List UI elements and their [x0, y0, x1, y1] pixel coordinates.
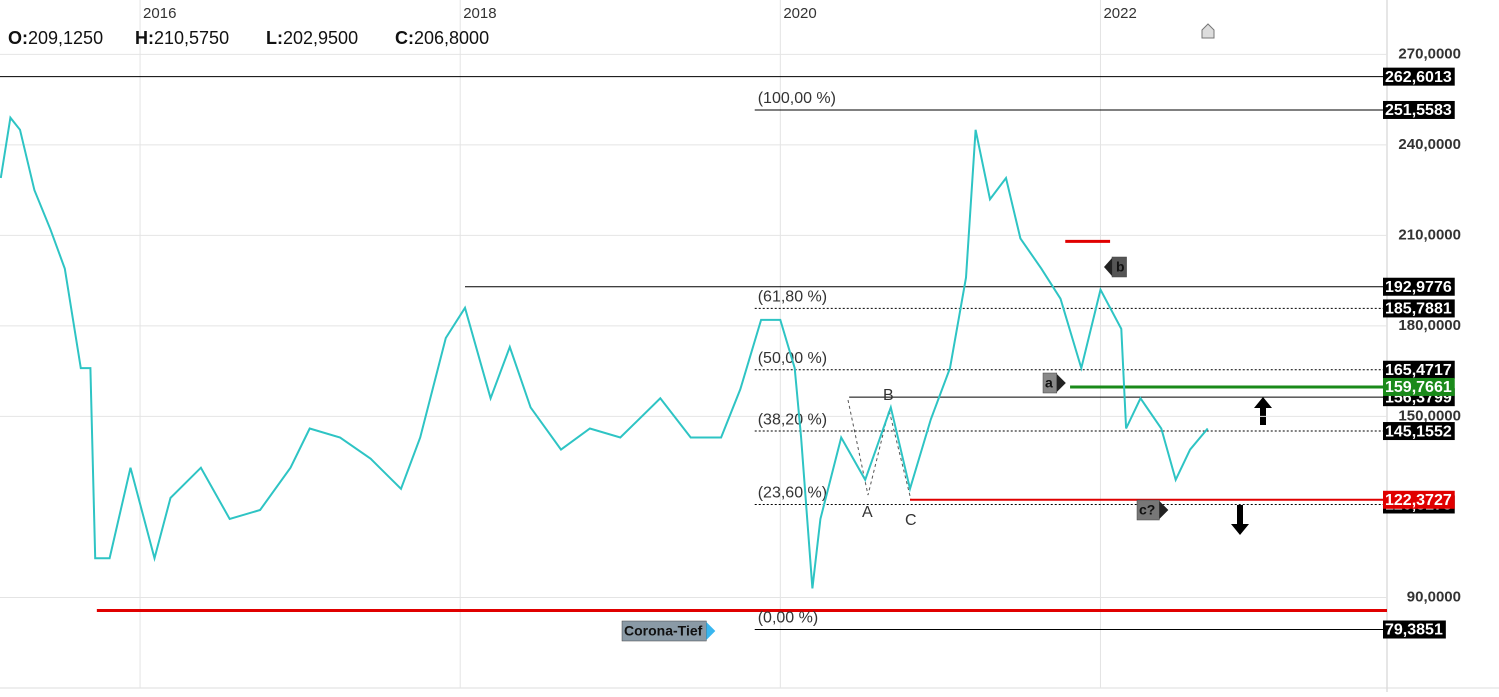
ohlc-text: C:206,8000: [395, 28, 489, 48]
level-value-label: 185,7881: [1385, 301, 1452, 318]
ohlc-key: H:: [135, 28, 154, 48]
annotation-text: B: [883, 387, 894, 404]
x-tick-label: 2020: [783, 5, 816, 22]
level-box-bg: [1383, 100, 1455, 119]
fib-label: (0,00 %): [758, 610, 818, 627]
level-value-box: 192,9776: [1383, 277, 1455, 296]
level-value-box: 145,1552: [1383, 422, 1455, 440]
ohlc-key: O:: [8, 28, 28, 48]
fib-label: (38,20 %): [758, 411, 827, 428]
y-tick-label: 240,0000: [1398, 136, 1461, 153]
level-box-bg: [1383, 67, 1455, 86]
ohlc-text: O:209,1250: [8, 28, 103, 48]
arrow-up: [1254, 397, 1272, 425]
grid: [0, 0, 1387, 688]
ohlc-value: 210,5750: [154, 28, 229, 48]
level-box-bg: [1383, 377, 1455, 396]
level-box-bg: [1383, 620, 1446, 639]
level-box-bg: [1383, 490, 1455, 509]
tag-arrow: [1056, 374, 1066, 392]
annotation-tag: b: [1104, 256, 1127, 278]
ohlc-text: H:210,5750: [135, 28, 229, 48]
level-value-box: 251,5583: [1383, 100, 1455, 119]
ohlc-text: L:202,9500: [266, 28, 358, 48]
home-icon[interactable]: [1201, 23, 1215, 39]
level-value-label: 79,3851: [1385, 622, 1443, 639]
annotation-text: c?: [1139, 502, 1155, 518]
tag-arrow: [1159, 501, 1169, 519]
level-value-box: 122,3727: [1383, 490, 1455, 509]
level-value-box: 159,7661: [1383, 377, 1455, 396]
annotation-text: A: [862, 504, 873, 521]
ohlc-value: 206,8000: [414, 28, 489, 48]
level-value-label: 165,4717: [1385, 362, 1452, 379]
abc-path: [847, 399, 912, 501]
level-value-label: 122,3727: [1385, 492, 1452, 509]
annotation-tag: a: [1042, 372, 1066, 394]
level-box-bg: [1383, 277, 1455, 296]
level-box-bg: [1383, 299, 1455, 318]
ohlc-value: 202,9500: [283, 28, 358, 48]
level-value-label: 192,9776: [1385, 279, 1452, 296]
annotation-text: a: [1045, 375, 1053, 391]
ohlc-value: 209,1250: [28, 28, 103, 48]
level-value-box: 165,4717: [1383, 360, 1455, 379]
annotation-text: Corona-Tief: [624, 623, 703, 639]
level-value-box: 185,7881: [1383, 299, 1455, 318]
level-value-label: 262,6013: [1385, 69, 1452, 86]
level-value-label: 145,1552: [1385, 423, 1452, 440]
ohlc-key: C:: [395, 28, 414, 48]
level-value-box: 79,3851: [1383, 620, 1446, 639]
y-tick-label: 210,0000: [1398, 226, 1461, 243]
fib-label: (100,00 %): [758, 90, 836, 107]
x-tick-label: 2022: [1103, 5, 1136, 22]
x-tick-label: 2018: [463, 5, 496, 22]
annotation-text: C: [905, 512, 917, 529]
tag-arrow: [706, 622, 716, 640]
annotation-text: b: [1116, 259, 1125, 275]
fib-label: (61,80 %): [758, 289, 827, 306]
price-line: [0, 115, 1209, 589]
level-box-bg: [1383, 422, 1455, 441]
x-tick-label: 2016: [143, 5, 176, 22]
level-box-bg: [1383, 360, 1455, 379]
ohlc-key: L:: [266, 28, 283, 48]
y-tick-label: 180,0000: [1398, 317, 1461, 334]
y-tick-label: 150,0000: [1398, 407, 1461, 424]
y-tick-label: 90,0000: [1407, 588, 1461, 605]
fib-label: (23,60 %): [758, 485, 827, 502]
y-tick-label: 270,0000: [1398, 45, 1461, 62]
arrow-down: [1231, 505, 1249, 535]
level-value-label: 251,5583: [1385, 102, 1452, 119]
tag-arrow: [1104, 258, 1112, 276]
annotation-tag: Corona-Tief: [621, 620, 716, 642]
annotation-tag: c?: [1136, 499, 1169, 521]
level-value-box: 262,6013: [1383, 67, 1455, 86]
level-value-label: 159,7661: [1385, 379, 1452, 396]
